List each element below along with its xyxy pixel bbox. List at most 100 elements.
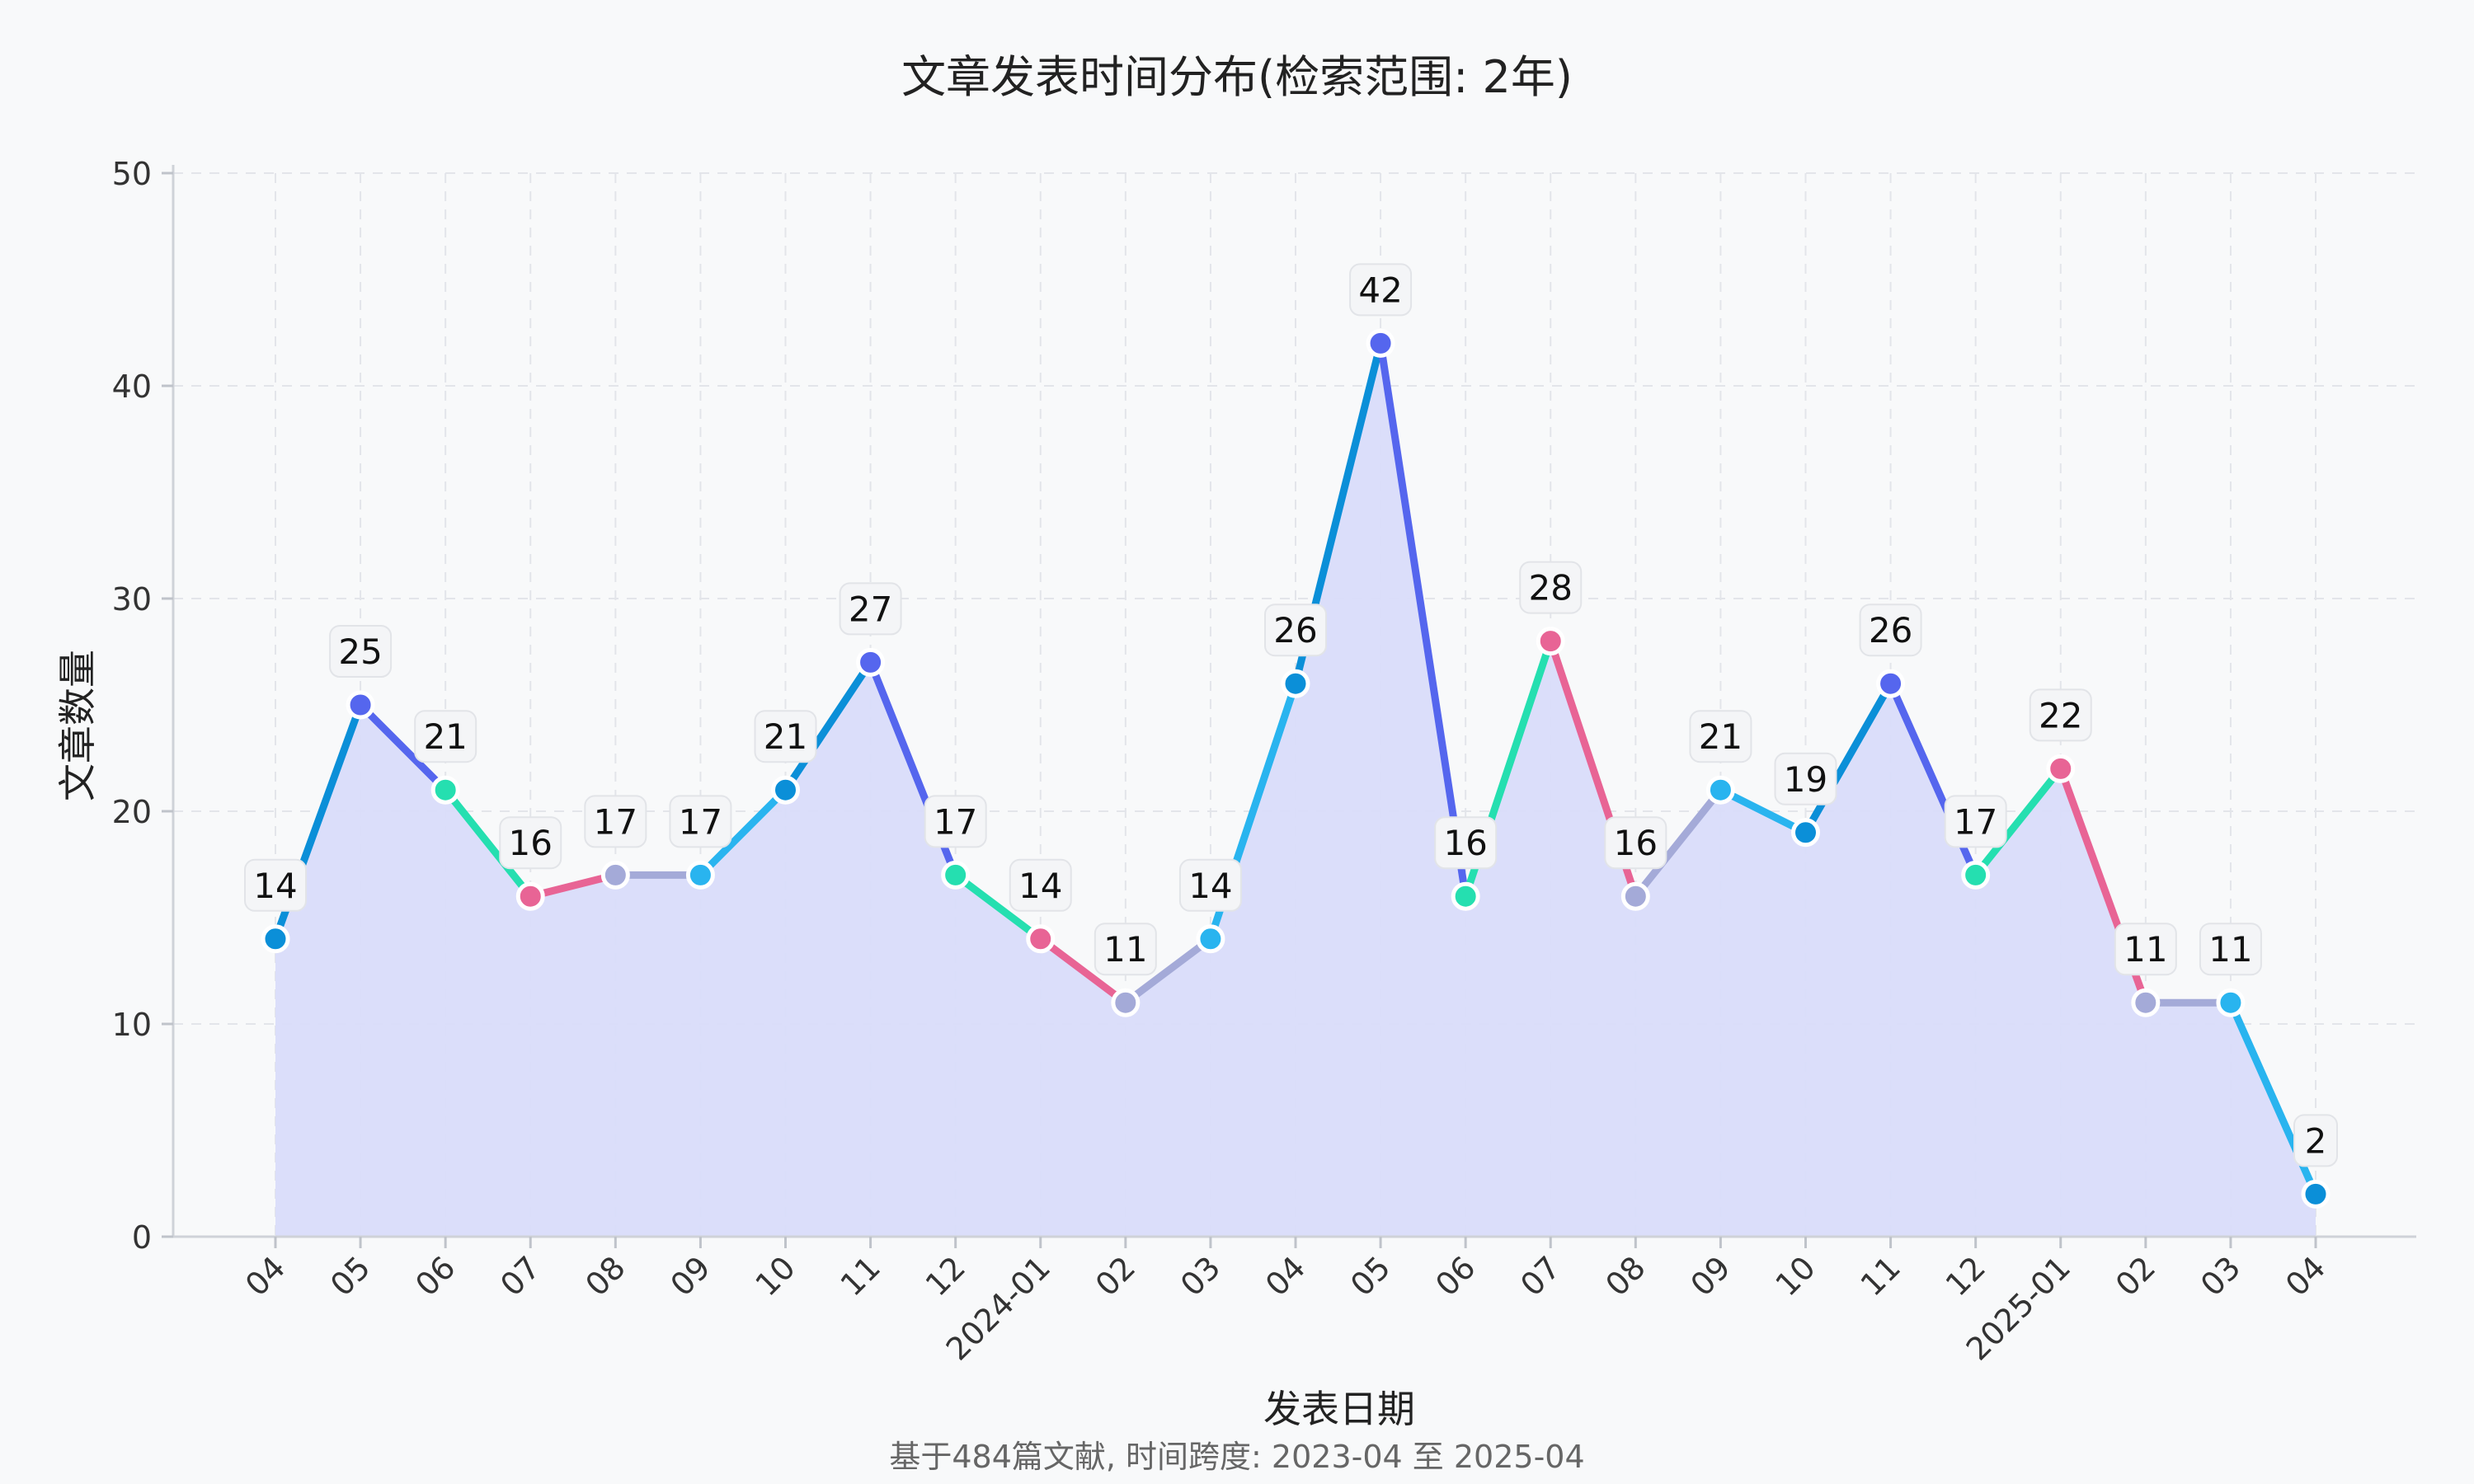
x-axis-label: 发表日期 bbox=[1263, 1387, 1415, 1431]
data-label: 14 bbox=[1188, 866, 1232, 906]
x-tick-label: 05 bbox=[323, 1249, 377, 1303]
data-label: 14 bbox=[253, 866, 297, 906]
x-tick-label: 12 bbox=[1939, 1249, 1992, 1303]
data-label: 17 bbox=[934, 801, 977, 842]
y-tick-label: 50 bbox=[112, 156, 152, 192]
x-tick-label: 12 bbox=[919, 1249, 972, 1303]
data-label: 22 bbox=[2039, 695, 2082, 735]
line-segment bbox=[441, 786, 534, 900]
data-label: 19 bbox=[1784, 759, 1827, 800]
data-label-box bbox=[1604, 816, 1667, 870]
data-point bbox=[1366, 328, 1395, 358]
data-point bbox=[1791, 818, 1820, 848]
y-axis-label: 文章数量 bbox=[55, 650, 100, 801]
line-segment bbox=[356, 701, 449, 794]
x-tick-label: 09 bbox=[663, 1249, 717, 1303]
data-label: 21 bbox=[1699, 716, 1743, 757]
data-label: 2 bbox=[2305, 1120, 2327, 1161]
line-segment bbox=[696, 786, 789, 879]
data-label-box bbox=[1094, 923, 1157, 976]
data-label-box bbox=[1178, 858, 1242, 912]
data-label-box bbox=[1774, 752, 1837, 805]
data-labels: 14 25 21 16 17 17 21 27 17 14 11 14 26 42 16 28 16 21 19 26… bbox=[244, 263, 2338, 1167]
data-label: 16 bbox=[509, 823, 553, 863]
data-label-box bbox=[329, 625, 393, 678]
x-tick-label: 07 bbox=[1513, 1249, 1567, 1303]
data-label: 26 bbox=[1273, 610, 1317, 650]
data-label: 26 bbox=[1869, 610, 1912, 650]
x-tick-label: 04 bbox=[238, 1249, 292, 1303]
data-label-box bbox=[499, 816, 562, 870]
data-label-box bbox=[1944, 795, 2007, 848]
y-tick-label: 10 bbox=[112, 1007, 152, 1043]
data-label-box bbox=[1349, 263, 1413, 317]
data-point bbox=[856, 647, 886, 677]
line-segment bbox=[526, 871, 619, 900]
line-segment bbox=[1122, 935, 1215, 1007]
data-label-box bbox=[754, 710, 817, 763]
data-label-box bbox=[584, 795, 647, 848]
data-point bbox=[1536, 627, 1565, 656]
x-tick-label: 10 bbox=[1769, 1249, 1823, 1303]
x-tick-label: 10 bbox=[749, 1249, 802, 1303]
data-label-box bbox=[2199, 923, 2262, 976]
line-segment bbox=[1631, 786, 1724, 900]
data-point bbox=[2131, 988, 2161, 1017]
x-tick-label: 11 bbox=[834, 1249, 887, 1303]
x-tick-label: 09 bbox=[1683, 1249, 1737, 1303]
x-tick-label: 03 bbox=[2194, 1249, 2247, 1303]
area-fill bbox=[275, 343, 2316, 1237]
x-tick-label: 07 bbox=[493, 1249, 547, 1303]
line-segment bbox=[1716, 786, 1809, 837]
data-label: 21 bbox=[423, 716, 467, 757]
data-label: 17 bbox=[1954, 801, 1997, 842]
data-label: 25 bbox=[338, 632, 382, 672]
data-point bbox=[1876, 669, 1906, 698]
x-tick-label: 06 bbox=[408, 1249, 462, 1303]
data-label-box bbox=[244, 858, 307, 912]
data-point bbox=[2046, 754, 2076, 783]
line-segment bbox=[782, 658, 875, 794]
x-tick-label: 08 bbox=[1598, 1249, 1652, 1303]
data-point bbox=[685, 860, 715, 890]
x-tick-label: 02 bbox=[2109, 1249, 2162, 1303]
data-label-box bbox=[839, 582, 902, 636]
data-label: 42 bbox=[1358, 270, 1402, 310]
footnote: 基于484篇文献, 时间跨度: 2023-04 至 2025-04 bbox=[889, 1439, 1584, 1475]
line-segment bbox=[1972, 764, 2065, 879]
data-label: 14 bbox=[1018, 866, 1062, 906]
data-label: 11 bbox=[2208, 929, 2252, 970]
y-ticks: 0 10 20 30 40 50 bbox=[112, 156, 173, 1256]
data-point bbox=[1026, 924, 1056, 954]
data-label-box bbox=[669, 795, 732, 848]
data-point bbox=[2216, 988, 2246, 1017]
data-point bbox=[1705, 775, 1735, 805]
x-tick-label: 04 bbox=[2279, 1249, 2332, 1303]
x-tick-label: 05 bbox=[1343, 1249, 1397, 1303]
x-tick-label: 03 bbox=[1174, 1249, 1227, 1303]
line-segment bbox=[952, 871, 1045, 943]
data-point bbox=[771, 775, 800, 805]
line-segment bbox=[1037, 935, 1130, 1007]
y-tick-label: 40 bbox=[112, 369, 152, 405]
data-point bbox=[430, 775, 460, 805]
x-tick-label: 06 bbox=[1428, 1249, 1482, 1303]
data-point bbox=[1451, 881, 1480, 911]
data-label: 21 bbox=[764, 716, 807, 757]
data-label: 17 bbox=[679, 801, 722, 842]
data-label-box bbox=[2293, 1114, 2338, 1167]
x-tick-label: 11 bbox=[1854, 1249, 1907, 1303]
data-label-box bbox=[1519, 561, 1583, 614]
line-segment bbox=[1376, 339, 1470, 900]
data-point bbox=[346, 690, 375, 720]
y-tick-label: 20 bbox=[112, 794, 152, 830]
data-label-box bbox=[1264, 603, 1327, 657]
data-label-box bbox=[1859, 603, 1922, 657]
data-point bbox=[515, 881, 545, 911]
y-tick-label: 0 bbox=[132, 1219, 152, 1256]
data-label-box bbox=[1009, 858, 1072, 912]
data-label-box bbox=[2029, 688, 2092, 742]
x-tick-label: 04 bbox=[1258, 1249, 1312, 1303]
